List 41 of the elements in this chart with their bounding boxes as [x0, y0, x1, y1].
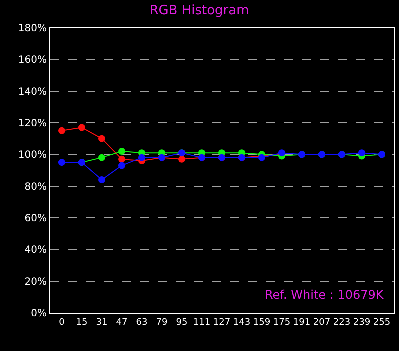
x-tick-label: 143: [233, 318, 251, 328]
point: [98, 176, 106, 184]
point: [78, 124, 86, 132]
y-tick-label: 140%: [18, 86, 47, 98]
x-tick-label: 255: [373, 318, 391, 328]
x-tick-label: 239: [353, 318, 371, 328]
y-tick-label: 160%: [18, 55, 47, 66]
x-tick-label: 207: [313, 318, 331, 328]
point: [58, 127, 66, 134]
x-tick-label: 63: [136, 318, 148, 328]
x-tick-label: 191: [293, 318, 311, 328]
point: [58, 159, 66, 166]
x-tick-label: 95: [176, 318, 188, 328]
point: [178, 156, 186, 163]
x-tick-label: 31: [96, 318, 108, 328]
point: [98, 135, 106, 142]
annotation: Ref. White : 10679K: [265, 288, 385, 302]
point: [138, 154, 146, 162]
x-tick-label: 79: [156, 318, 168, 328]
y-tick-label: 120%: [18, 118, 47, 130]
x-tick-label: 127: [213, 318, 231, 328]
x-tick-label: 15: [76, 318, 88, 328]
y-tick-label: 100%: [18, 150, 47, 162]
point: [98, 154, 106, 162]
y-tick-label: 60%: [24, 214, 47, 224]
point: [358, 150, 366, 157]
x-tick-label: 159: [253, 318, 271, 328]
x-tick-label: 223: [333, 318, 351, 328]
x-tick-label: 175: [273, 318, 291, 328]
y-tick-label: 0%: [31, 308, 47, 320]
y-tick-label: 180%: [18, 24, 47, 34]
y-tick-label: 20%: [24, 276, 47, 288]
x-tick-label: 47: [116, 318, 128, 328]
x-tick-label: 111: [193, 318, 211, 328]
point: [118, 156, 126, 163]
y-tick-label: 40%: [24, 245, 47, 256]
chart-title: RGB Histogram: [150, 3, 250, 18]
point: [118, 148, 126, 155]
x-tick-label: 0: [59, 318, 66, 328]
point: [118, 162, 126, 170]
y-tick-label: 80%: [24, 182, 47, 193]
